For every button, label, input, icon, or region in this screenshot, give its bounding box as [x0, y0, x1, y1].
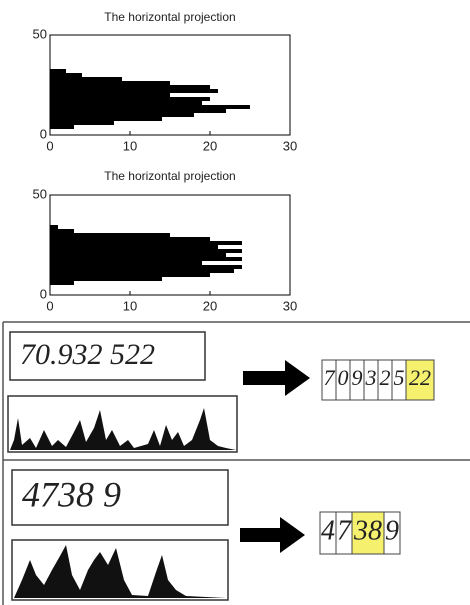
bar: [50, 253, 226, 257]
bar: [50, 117, 162, 121]
bar: [50, 121, 114, 125]
bar: [50, 245, 218, 249]
bar: [50, 105, 250, 109]
segment-digit: 7: [337, 515, 352, 546]
bar: [50, 109, 226, 113]
segment-digit: 22: [409, 365, 431, 390]
handwritten-number: 4738 9: [22, 474, 121, 514]
segment-digit: 5: [394, 365, 405, 390]
x-tick-label: 10: [123, 138, 137, 153]
x-tick-label: 0: [46, 298, 53, 313]
y-tick-label: 0: [40, 126, 47, 141]
bar: [50, 237, 210, 241]
x-tick-label: 0: [46, 138, 53, 153]
bar: [50, 225, 58, 229]
bar: [50, 281, 74, 285]
bar: [50, 97, 210, 101]
bar: [50, 89, 218, 93]
chart-title: The horizontal projection: [104, 169, 235, 183]
bar: [50, 73, 82, 77]
bar: [50, 77, 122, 81]
x-tick-label: 30: [283, 138, 297, 153]
handwritten-number: 70.932 522: [20, 338, 155, 371]
figure: 70.932 522 70932522 4738 9 47389 The hor…: [0, 0, 470, 605]
bar: [50, 249, 242, 253]
bar: [50, 85, 210, 89]
x-tick-label: 20: [203, 138, 217, 153]
bar: [50, 273, 210, 277]
segment-digit: 4: [321, 515, 335, 546]
bar: [50, 69, 66, 73]
segment-digit: 7: [324, 365, 336, 390]
segment-digit: 0: [338, 365, 349, 390]
bar: [50, 93, 170, 97]
arrow: [243, 360, 310, 396]
bar: [50, 269, 234, 273]
bar: [50, 229, 74, 233]
x-tick-label: 20: [203, 298, 217, 313]
x-tick-label: 10: [123, 298, 137, 313]
x-tick-label: 30: [283, 298, 297, 313]
bar: [50, 257, 242, 261]
y-tick-label: 50: [33, 186, 47, 201]
bar: [50, 125, 74, 129]
segment-digit: 3: [365, 365, 377, 390]
bar: [50, 241, 242, 245]
y-tick-label: 0: [40, 286, 47, 301]
segment-digit: 9: [352, 365, 363, 390]
bar: [50, 265, 242, 269]
bar: [50, 113, 194, 117]
bar: [50, 277, 162, 281]
segment-digit: 9: [385, 515, 399, 546]
arrow: [240, 517, 305, 553]
bar: [50, 233, 170, 237]
chart-title: The horizontal projection: [104, 10, 235, 24]
bar: [50, 81, 170, 85]
segment-digit: 2: [380, 365, 391, 390]
bar: [50, 101, 202, 105]
bar: [50, 261, 202, 265]
y-tick-label: 50: [33, 26, 47, 41]
segment-digit: 38: [353, 515, 382, 546]
